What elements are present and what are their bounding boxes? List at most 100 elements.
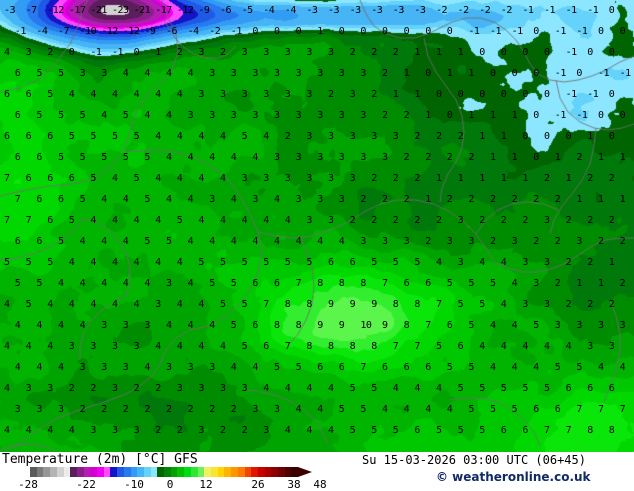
grid-value-label: 4 <box>295 404 302 415</box>
grid-value-label: 6 <box>587 383 593 394</box>
grid-value-label: 3 <box>317 152 323 163</box>
grid-value-label: 6 <box>533 404 539 415</box>
grid-value-label: 7 <box>4 215 10 226</box>
grid-value-label: 2 <box>403 110 410 121</box>
color-legend-swatch <box>264 467 272 477</box>
grid-value-label: 5 <box>241 299 248 310</box>
grid-value-label: 6 <box>500 425 507 436</box>
color-legend-swatch <box>237 467 245 477</box>
grid-value-label: 2 <box>220 425 226 436</box>
grid-value-label: 2 <box>554 194 561 205</box>
grid-value-label: 0 <box>544 131 550 142</box>
grid-value-label: 4 <box>79 236 86 247</box>
grid-value-label: 6 <box>252 320 258 331</box>
grid-value-label: 0 <box>608 131 615 142</box>
grid-value-label: 2 <box>554 236 561 247</box>
grid-value-label: 6 <box>36 236 42 247</box>
grid-value-label: 4 <box>4 47 10 58</box>
grid-value-label: 0 <box>533 26 539 37</box>
grid-value-label: 2 <box>382 110 388 121</box>
grid-value-label: 1 <box>436 173 442 184</box>
grid-value-label: 4 <box>220 131 226 142</box>
grid-value-label: 5 <box>79 152 86 163</box>
grid-value-label: 3 <box>295 68 302 79</box>
grid-value-label: 7 <box>436 299 442 310</box>
color-legend[interactable]: -28 -22 -10 0 12 26 38 48 <box>18 467 327 491</box>
grid-value-label: -6 <box>220 5 232 16</box>
grid-value-label: 6 <box>522 425 528 436</box>
grid-value-label: 0 <box>619 26 626 37</box>
grid-value-label: 0 <box>295 26 302 37</box>
grid-value-label: 5 <box>533 320 539 331</box>
grid-value-label: -21 <box>90 5 107 16</box>
grid-value-label: 8 <box>338 278 345 289</box>
grid-value-label: 2 <box>144 404 150 415</box>
color-legend-swatch <box>164 467 171 477</box>
grid-value-label: 6 <box>47 173 53 184</box>
grid-value-label: 4 <box>133 215 140 226</box>
grid-value-label: 8 <box>306 341 312 352</box>
grid-value-label: -1 <box>565 89 578 100</box>
grid-value-label: 5 <box>479 299 485 310</box>
grid-value-label: 4 <box>500 257 507 268</box>
grid-value-label: 4 <box>284 383 291 394</box>
color-legend-swatch <box>251 467 258 477</box>
grid-value-label: 5 <box>58 110 64 121</box>
color-legend-swatch <box>123 467 131 477</box>
grid-value-label: 0 <box>425 26 431 37</box>
grid-value-label: 2 <box>608 215 615 226</box>
grid-value-label: 6 <box>403 362 410 373</box>
grid-value-label: 4 <box>90 89 96 100</box>
grid-value-label: 1 <box>468 110 474 121</box>
grid-value-label: 4 <box>166 320 172 331</box>
color-legend-tick: -28 <box>18 478 38 491</box>
grid-value-label: 4 <box>101 110 107 121</box>
color-legend-swatch <box>257 467 265 477</box>
grid-value-label: 2 <box>565 257 572 268</box>
grid-value-label: 3 <box>338 110 345 121</box>
grid-value-label: 5 <box>414 257 420 268</box>
grid-value-label: 0 <box>425 68 431 79</box>
grid-value-label: 4 <box>220 215 226 226</box>
grid-value-label: 4 <box>230 362 237 373</box>
grid-value-label: 8 <box>317 278 323 289</box>
grid-value-label: 6 <box>14 152 21 163</box>
grid-value-label: -2 <box>500 5 513 16</box>
grid-value-label: 3 <box>252 68 258 79</box>
grid-value-label: 2 <box>155 383 161 394</box>
grid-value-label: -9 <box>198 5 210 16</box>
grid-value-label: 4 <box>176 131 183 142</box>
grid-value-label: 3 <box>338 194 345 205</box>
grid-value-label: 3 <box>241 47 248 58</box>
grid-value-label: 4 <box>58 320 64 331</box>
grid-value-label: 8 <box>295 320 302 331</box>
grid-value-label: 5 <box>36 68 42 79</box>
grid-value-label: 4 <box>112 173 118 184</box>
grid-value-label: 3 <box>252 194 258 205</box>
grid-value-label: 6 <box>25 131 32 142</box>
grid-value-label: 5 <box>295 362 302 373</box>
grid-value-label: 7 <box>14 194 21 205</box>
grid-value-label: 3 <box>274 110 280 121</box>
grid-value-label: 4 <box>122 278 129 289</box>
grid-value-label: 4 <box>198 299 204 310</box>
grid-value-label: 8 <box>274 320 280 331</box>
map-viewport[interactable]: -3 -7 -12 -17 -21 -23 -21 -17 -12 -9 -6 -5 -4 -4 -3 -3-… <box>0 0 634 452</box>
grid-value-label: 5 <box>479 425 485 436</box>
grid-value-label: 5 <box>468 320 474 331</box>
grid-value-label: 4 <box>284 215 291 226</box>
grid-value-label: -12 <box>101 26 118 37</box>
color-legend-tick: -22 <box>76 478 96 491</box>
grid-value-label: 5 <box>457 383 464 394</box>
grid-value-label: 5 <box>446 362 453 373</box>
grid-value-label: 5 <box>371 257 377 268</box>
grid-value-label: 5 <box>166 236 172 247</box>
grid-value-label: 2 <box>371 89 377 100</box>
grid-value-label: 3 <box>166 278 172 289</box>
grid-value-label: 3 <box>252 110 258 121</box>
grid-value-label: 3 <box>252 404 258 415</box>
grid-value-label: 3 <box>328 173 334 184</box>
grid-value-label: 2 <box>544 173 550 184</box>
grid-value-label: 3 <box>14 404 21 415</box>
grid-value-label: 4 <box>122 236 129 247</box>
